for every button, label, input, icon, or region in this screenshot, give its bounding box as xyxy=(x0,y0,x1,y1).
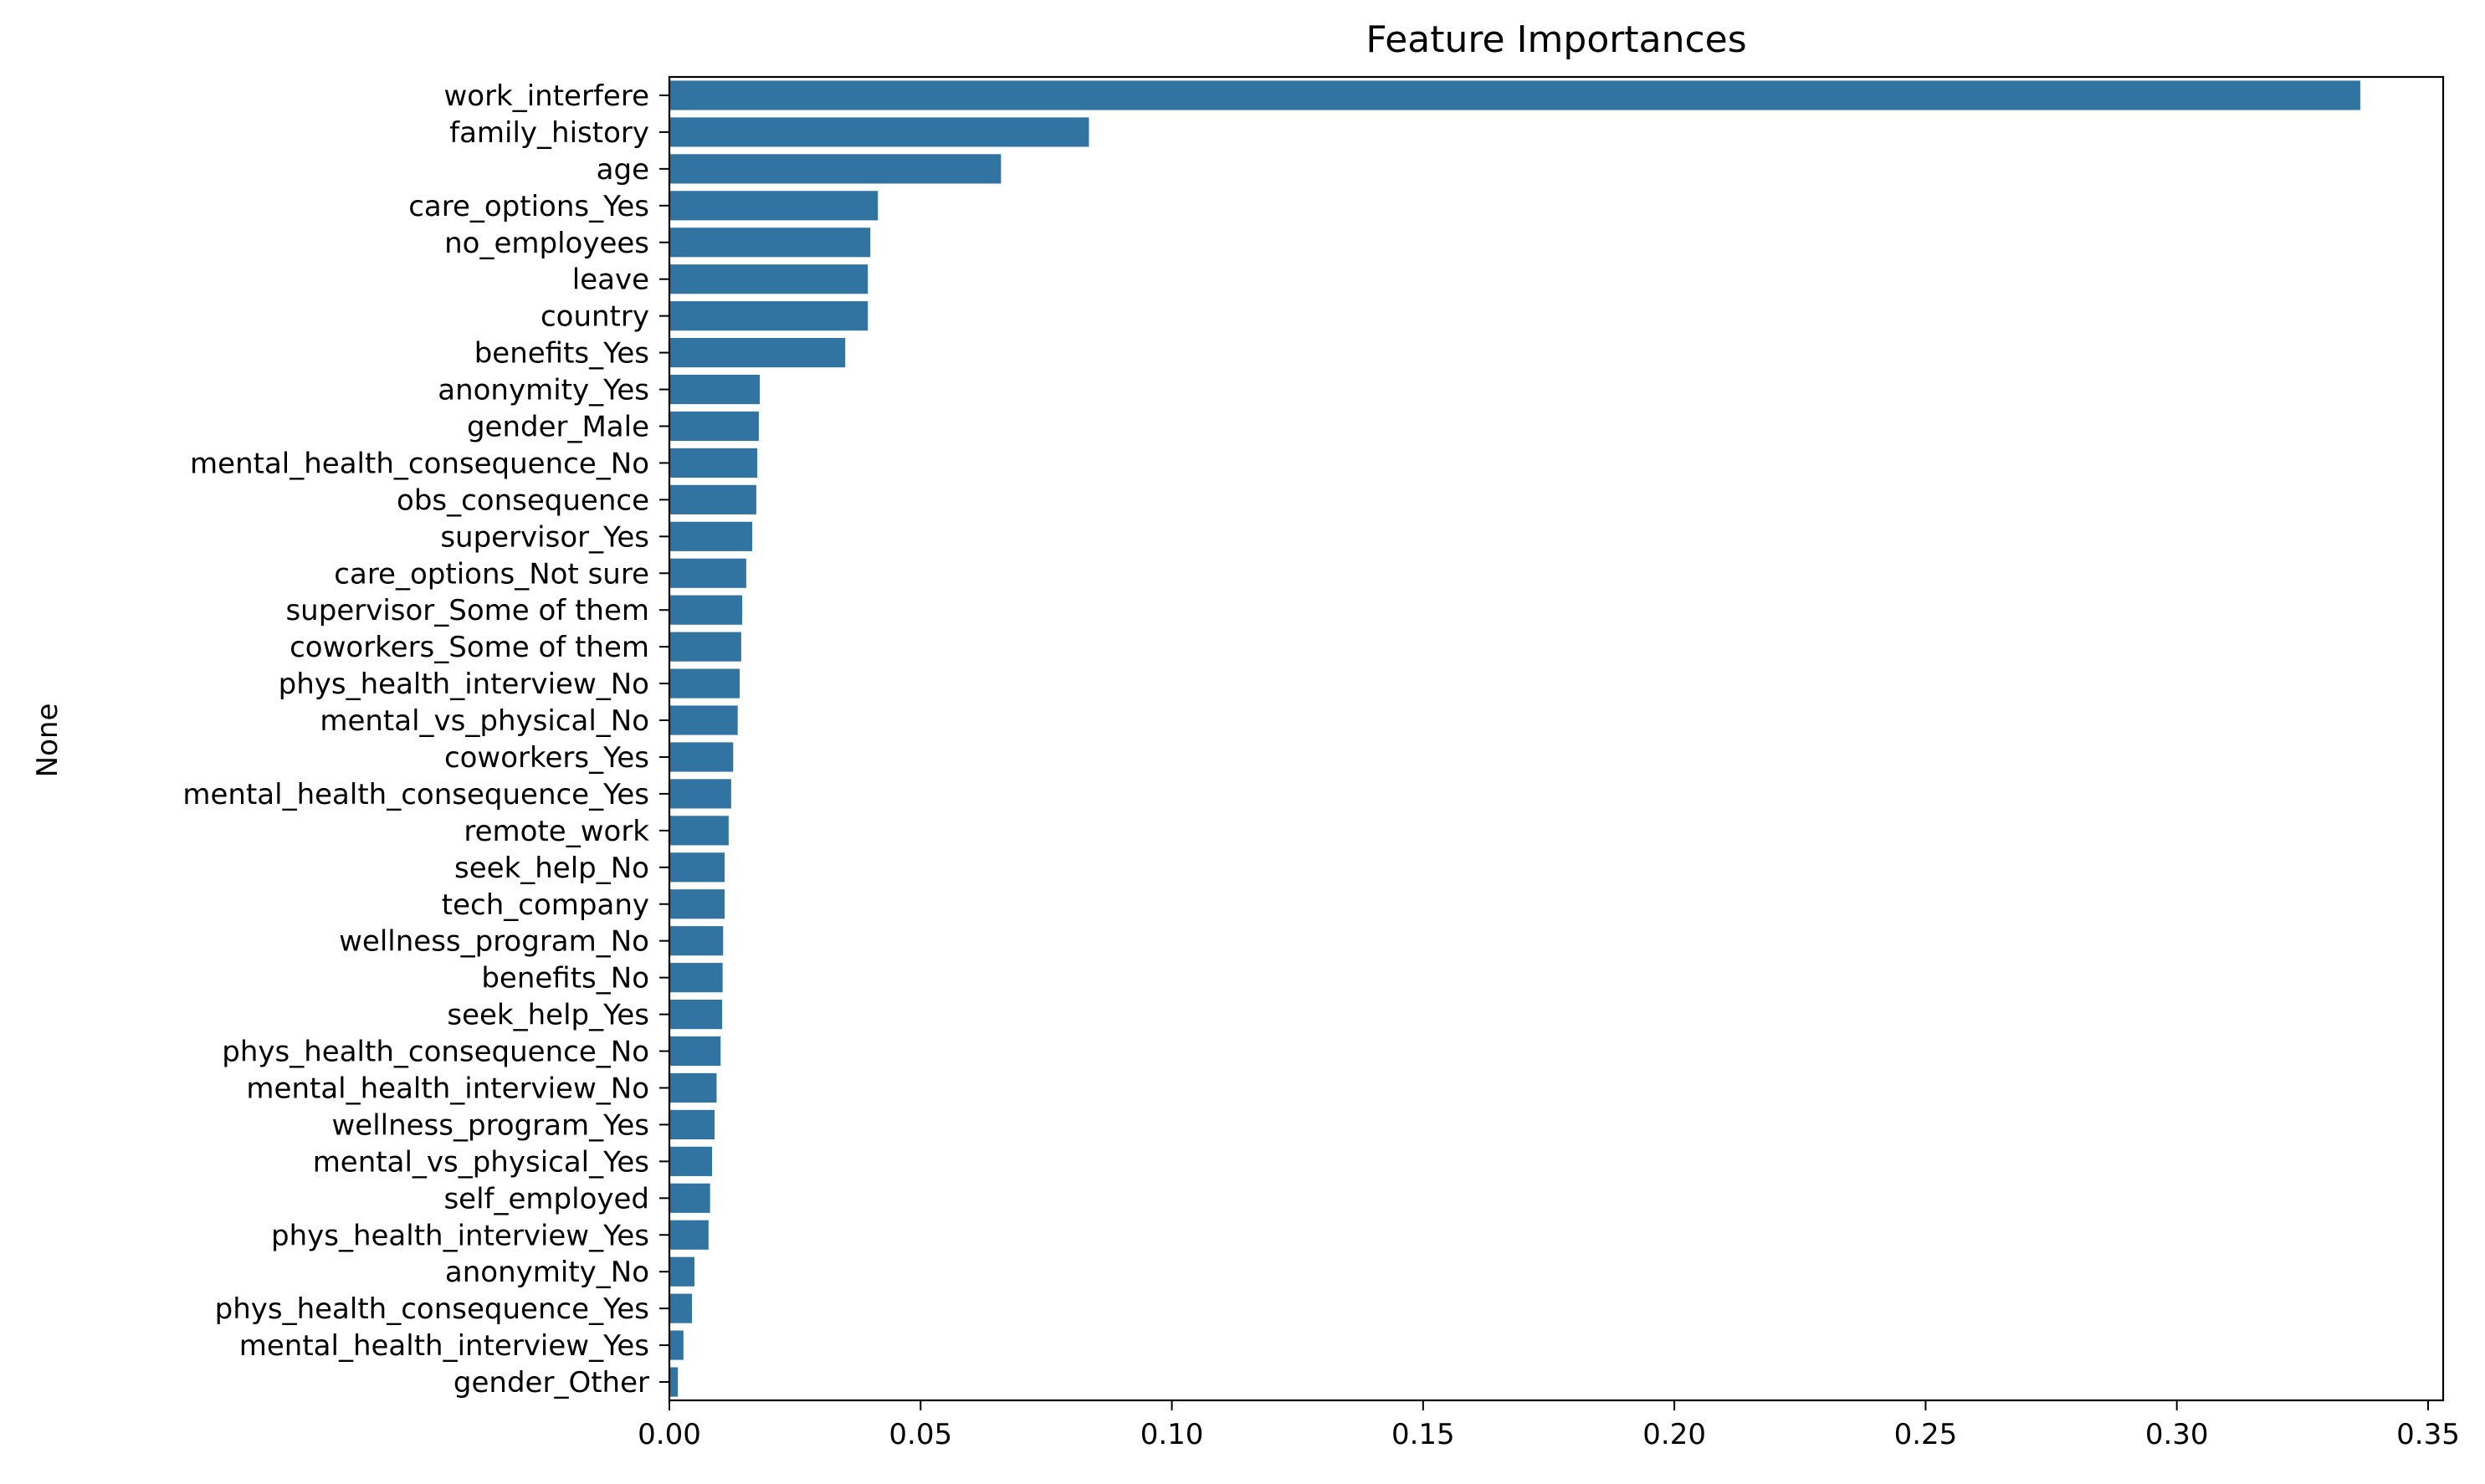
y-tick-label: no_employees xyxy=(444,227,649,260)
bar-31 xyxy=(669,1220,709,1250)
bar-17 xyxy=(669,705,738,735)
y-tick-label: mental_health_interview_Yes xyxy=(239,1329,649,1363)
y-tick-label: gender_Other xyxy=(453,1366,649,1400)
bar-32 xyxy=(669,1256,695,1287)
y-tick-label: benefits_No xyxy=(481,962,649,995)
bar-19 xyxy=(669,779,731,809)
bar-5 xyxy=(669,264,868,294)
x-tick-label: 0.00 xyxy=(638,1418,701,1451)
bar-18 xyxy=(669,742,734,772)
y-tick-label: seek_help_Yes xyxy=(447,999,649,1032)
y-axis-label: None xyxy=(31,704,64,778)
plot-frame xyxy=(668,75,2445,1402)
bar-4 xyxy=(669,228,871,258)
bar-10 xyxy=(669,448,758,478)
x-tick-label: 0.25 xyxy=(1894,1418,1958,1451)
x-tick-label: 0.10 xyxy=(1140,1418,1204,1451)
y-tick-label: obs_consequence xyxy=(397,484,649,517)
bar-6 xyxy=(669,301,868,331)
y-tick-label: phys_health_interview_Yes xyxy=(271,1219,649,1252)
bar-9 xyxy=(669,411,759,442)
chart-title: Feature Importances xyxy=(1365,18,1746,61)
y-tick-label: mental_health_consequence_No xyxy=(190,447,649,480)
y-ticks-group: work_interferefamily_historyagecare_opti… xyxy=(182,79,669,1400)
bar-23 xyxy=(669,926,724,956)
y-tick-label: phys_health_consequence_No xyxy=(222,1036,649,1069)
bar-33 xyxy=(669,1293,693,1323)
bar-24 xyxy=(669,963,723,993)
y-tick-label: benefits_Yes xyxy=(474,337,649,371)
y-tick-label: mental_health_consequence_Yes xyxy=(182,778,649,811)
y-tick-label: care_options_Yes xyxy=(408,190,649,223)
y-tick-label: seek_help_No xyxy=(454,852,649,885)
x-ticks-group: 0.00 0.05 0.10 0.15 0.20 0.25 0.30 0.35 xyxy=(638,1400,2460,1451)
y-tick-label: coworkers_Yes xyxy=(444,741,649,775)
y-tick-label: mental_health_interview_No xyxy=(246,1072,649,1105)
bar-11 xyxy=(669,484,756,514)
y-tick-label: leave xyxy=(572,264,649,297)
bar-3 xyxy=(669,191,879,221)
bar-21 xyxy=(669,852,725,883)
bar-25 xyxy=(669,1000,723,1030)
y-tick-label: phys_health_consequence_Yes xyxy=(215,1292,649,1326)
bar-7 xyxy=(669,338,846,368)
y-tick-label: country xyxy=(541,300,649,334)
y-tick-label: anonymity_No xyxy=(445,1256,649,1289)
y-tick-label: self_employed xyxy=(443,1182,649,1215)
bar-14 xyxy=(669,595,743,625)
bar-20 xyxy=(669,816,729,846)
bar-28 xyxy=(669,1109,715,1139)
x-tick-label: 0.15 xyxy=(1391,1418,1455,1451)
bar-8 xyxy=(669,374,761,405)
y-tick-label: mental_vs_physical_Yes xyxy=(313,1145,649,1179)
y-tick-label: phys_health_interview_No xyxy=(279,668,649,701)
y-tick-label: supervisor_Some of them xyxy=(285,594,649,627)
bar-35 xyxy=(669,1367,679,1397)
y-tick-label: care_options_Not sure xyxy=(334,557,649,591)
y-tick-label: age xyxy=(597,153,649,187)
y-tick-label: wellness_program_No xyxy=(339,925,649,959)
bar-30 xyxy=(669,1183,710,1213)
y-tick-label: remote_work xyxy=(464,815,649,848)
y-tick-label: anonymity_Yes xyxy=(438,374,649,407)
bar-16 xyxy=(669,668,740,699)
y-tick-label: gender_Male xyxy=(467,410,649,443)
bar-2 xyxy=(669,154,1002,184)
y-tick-label: wellness_program_Yes xyxy=(331,1108,649,1142)
x-tick-label: 0.20 xyxy=(1642,1418,1706,1451)
bar-0 xyxy=(669,80,2360,110)
y-tick-label: coworkers_Some of them xyxy=(289,631,649,664)
x-tick-label: 0.35 xyxy=(2396,1418,2460,1451)
bar-26 xyxy=(669,1036,721,1067)
bar-29 xyxy=(669,1146,713,1176)
bar-27 xyxy=(669,1072,717,1103)
y-tick-label: work_interfere xyxy=(443,79,649,113)
bar-12 xyxy=(669,521,753,551)
x-tick-label: 0.05 xyxy=(889,1418,952,1451)
bar-15 xyxy=(669,632,741,662)
bar-13 xyxy=(669,558,746,588)
x-tick-label: 0.30 xyxy=(2145,1418,2209,1451)
bar-1 xyxy=(669,117,1089,147)
y-tick-label: tech_company xyxy=(442,888,649,922)
bars-group xyxy=(669,80,2360,1397)
y-tick-label: family_history xyxy=(449,116,649,150)
bar-22 xyxy=(669,889,725,919)
bar-34 xyxy=(669,1330,684,1360)
y-tick-label: mental_vs_physical_No xyxy=(320,704,649,738)
y-tick-label: supervisor_Yes xyxy=(440,520,649,554)
